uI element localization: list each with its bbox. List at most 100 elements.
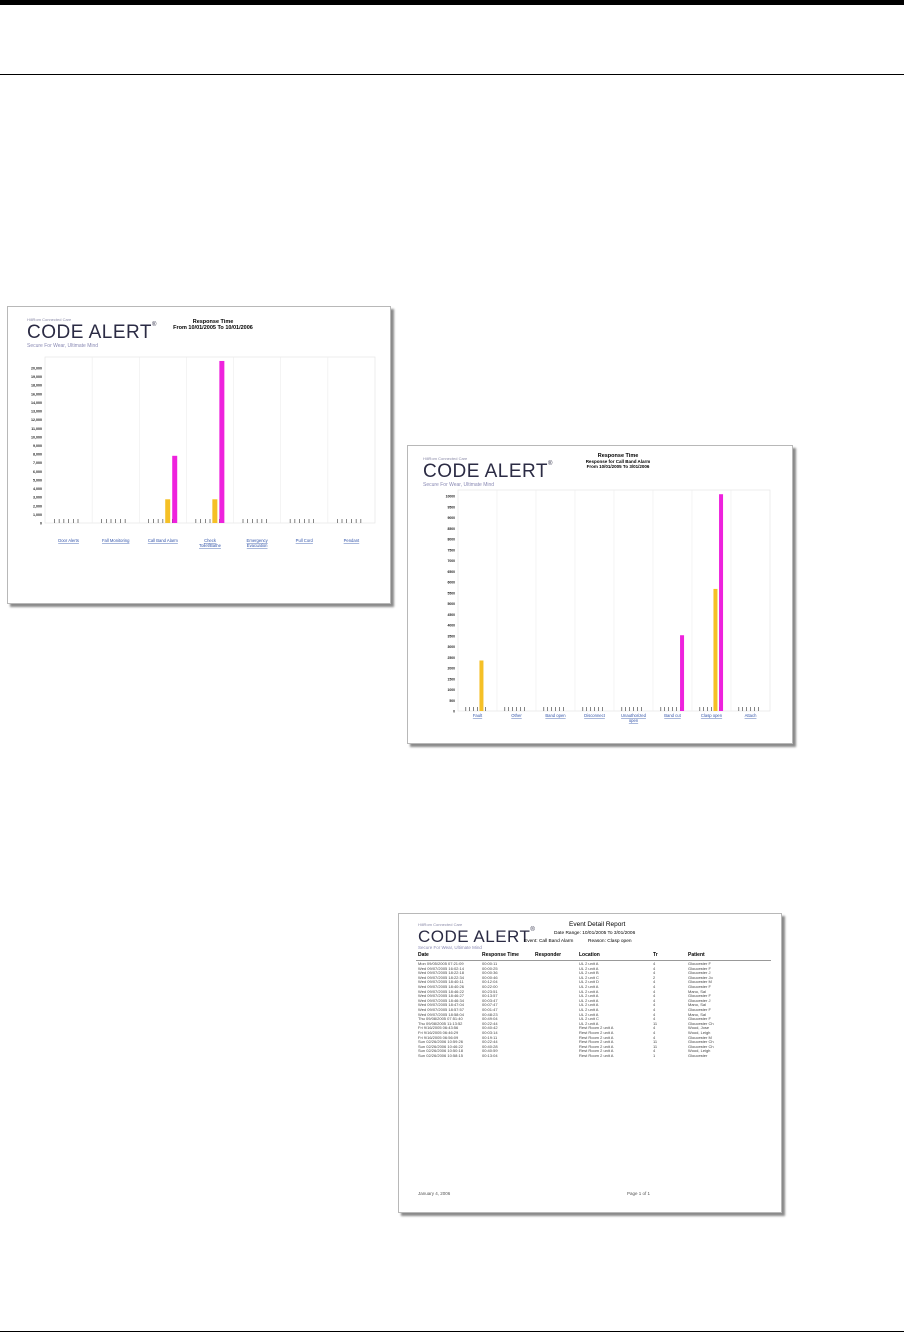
table-row: Wed 09/07/2005 18:46:27 00:13:57 UL 2 unit…: [399, 994, 781, 999]
x-category-label[interactable]: Unauthorized open: [621, 713, 647, 723]
plot-area: [44, 356, 376, 524]
response-time-chart: 20,000 19,000 18,000 16,000 14,000 13,000 12,0…: [31, 356, 376, 548]
y-tick-label: 14,000: [31, 401, 42, 405]
table-cell: 11: [653, 1039, 658, 1045]
table-cell: 00:07:47: [482, 1002, 498, 1008]
y-tick-label: 9000: [447, 516, 455, 520]
y-tick-label: 8000: [447, 538, 455, 542]
x-category-label[interactable]: Band cut: [664, 713, 681, 718]
x-category-label[interactable]: Emergency Evacuation: [247, 538, 269, 548]
x-category-label[interactable]: Call Band Alarm: [148, 538, 179, 543]
report-footer-page: Page 1 of 1: [627, 1191, 651, 1196]
table-row: Sun 02/26/2006 10:50:18 00:40:59 Rest Room…: [399, 1049, 781, 1054]
x-category-label[interactable]: Fall Monitoring: [102, 538, 130, 543]
x-category-label[interactable]: Check Toilet/Bathe: [199, 538, 222, 548]
table-row: Wed 09/07/2005 18:46:22 00:23:51 UL 2 unit…: [399, 989, 781, 995]
table-cell: 00:22:00: [482, 984, 498, 989]
x-category-label[interactable]: Disconnect: [584, 713, 606, 718]
table-cell: Wed 09/07/2005 18:40:11: [418, 979, 464, 985]
y-tick-label: 3000: [447, 645, 455, 649]
table-cell: 4: [653, 979, 656, 985]
reason-label: Reason:: [588, 939, 606, 944]
y-tick-label: 10000: [446, 495, 456, 499]
chart-title: Response Time From 10/01/2005 To 10/01/2…: [158, 319, 268, 332]
table-cell: Rest Room 2 unit A: [579, 1039, 614, 1045]
x-category-label[interactable]: Other: [511, 713, 522, 718]
table-row: Sun 02/26/2006 10:58:15 00:13:04 Rest Room…: [399, 1053, 781, 1059]
column-header: Responder: [535, 952, 562, 958]
table-cell: 4: [653, 1007, 656, 1012]
code-alert-logo: CODE ALERT®: [27, 322, 157, 344]
y-tick-label: 19,000: [31, 375, 42, 379]
table-cell: Rest Room 2 unit A: [579, 1048, 614, 1054]
table-cell: Fri 9/16/2005 06:46:29: [418, 1030, 459, 1035]
logo-tm: ®: [530, 927, 536, 933]
table-cell: 2: [653, 974, 656, 980]
table-cell: 4: [653, 1048, 656, 1054]
x-category-label[interactable]: Door Alerts: [58, 538, 79, 543]
x-category-label[interactable]: Attach: [745, 713, 758, 718]
table-cell: 00:13:57: [482, 993, 498, 999]
table-cell: Wed 09/07/2005 18:40:26: [418, 984, 464, 989]
table-cell: Rest Room 2 unit A: [579, 1030, 614, 1035]
table-row: Wed 09/07/2005 18:40:11 00:12:04 UL 2 unit…: [399, 980, 781, 985]
report-event-line: Event: Call Band Alarm Reason: Clasp ope…: [524, 939, 632, 944]
table-row: Sun 02/26/2006 10:59:26 00:22:44 Rest Room…: [399, 1040, 781, 1045]
y-tick-label: 500: [449, 699, 455, 703]
chart-title-text: Response Time: [597, 453, 639, 459]
column-header: Response Time: [482, 952, 519, 958]
bar: [212, 499, 218, 523]
table-cell: Wed 09/07/2005 18:47:04: [418, 1002, 464, 1008]
y-tick-label: 20,000: [31, 367, 42, 371]
x-category-label[interactable]: Pendant: [344, 538, 360, 543]
table-cell: Gloucester Ch: [688, 1039, 714, 1045]
x-category-label[interactable]: Clasp open: [701, 713, 723, 718]
table-header: Date Response Time Responder Location Tr Pati…: [399, 952, 781, 960]
table-cell: UL 2 unit A: [579, 1007, 599, 1012]
table-cell: 00:00:11: [482, 961, 498, 966]
y-tick-label: 2500: [447, 656, 455, 660]
x-category-label[interactable]: Band open: [545, 713, 566, 718]
footer-rule: [0, 1331, 904, 1332]
y-tick-label: 2000: [447, 667, 455, 671]
logo-tm: ®: [548, 461, 553, 467]
y-tick-label: 5000: [447, 602, 455, 606]
chart-title: Response Time Response for Call Band Ala…: [558, 453, 678, 470]
header-divider: [416, 960, 771, 961]
table-cell: Gloucester F: [688, 1007, 711, 1012]
x-category-label[interactable]: Fault: [473, 713, 483, 718]
response-time-screenshot: HillRom Connected Care CODE ALERT® Secur…: [7, 306, 391, 604]
table-cell: Gloucester F: [688, 965, 711, 971]
logo-tagline: Secure For Wear, Ultimate Mind: [423, 482, 495, 488]
table-cell: Sun 02/26/2006 10:58:15: [418, 1053, 463, 1058]
table-cell: Gloucester: [688, 1053, 708, 1058]
table-cell: 00:03:14: [482, 1030, 498, 1035]
column-header: Date: [418, 952, 429, 958]
table-cell: 4: [653, 1025, 656, 1031]
y-tick-label: 7,000: [33, 461, 42, 465]
table-cell: Wed 09/07/2005 18:58:04: [418, 1011, 464, 1017]
report-title: Event Detail Report: [569, 921, 626, 928]
table-cell: Gloucester F: [688, 984, 711, 989]
y-tick-label: 6,000: [33, 470, 42, 474]
table-cell: 4: [653, 993, 656, 999]
table-row: Mon 09/05/2005 07:21:09 00:00:11 UL 2 unit…: [399, 961, 781, 967]
bar: [172, 455, 178, 523]
bar: [680, 635, 685, 711]
table-cell: 11: [653, 1020, 658, 1026]
table-row: Thu 09/08/2005 11:13:52 00:22:44 UL 2 unit…: [399, 1020, 781, 1027]
x-category-label[interactable]: Pull Cord: [296, 538, 314, 543]
table-cell: 00:22:44: [482, 1020, 498, 1026]
table-row: Wed 09/07/2005 18:22:34 00:00:46 UL 2 unit…: [399, 974, 781, 981]
table-cell: Gloucester F: [688, 1016, 711, 1022]
report-footer-date: January 4, 2006: [418, 1191, 451, 1196]
table-cell: UL 2 unit A: [579, 984, 599, 989]
table-cell: Wed 09/07/2005 18:22:18: [418, 970, 464, 976]
y-tick-label: 7000: [447, 559, 455, 563]
table-row: Wed 09/07/2005 18:47:04 00:07:47 UL 2 unit…: [399, 1003, 781, 1008]
table-row: Wed 09/07/2005 18:46:34 00:03:47 UL 2 unit…: [399, 998, 781, 1004]
table-cell: 4: [653, 1034, 656, 1040]
table-cell: 00:12:04: [482, 979, 498, 985]
table-row: Wed 09/07/2005 18:58:04 00:48:23 UL 2 unit…: [399, 1011, 781, 1018]
table-cell: Gloucester M: [688, 979, 712, 985]
